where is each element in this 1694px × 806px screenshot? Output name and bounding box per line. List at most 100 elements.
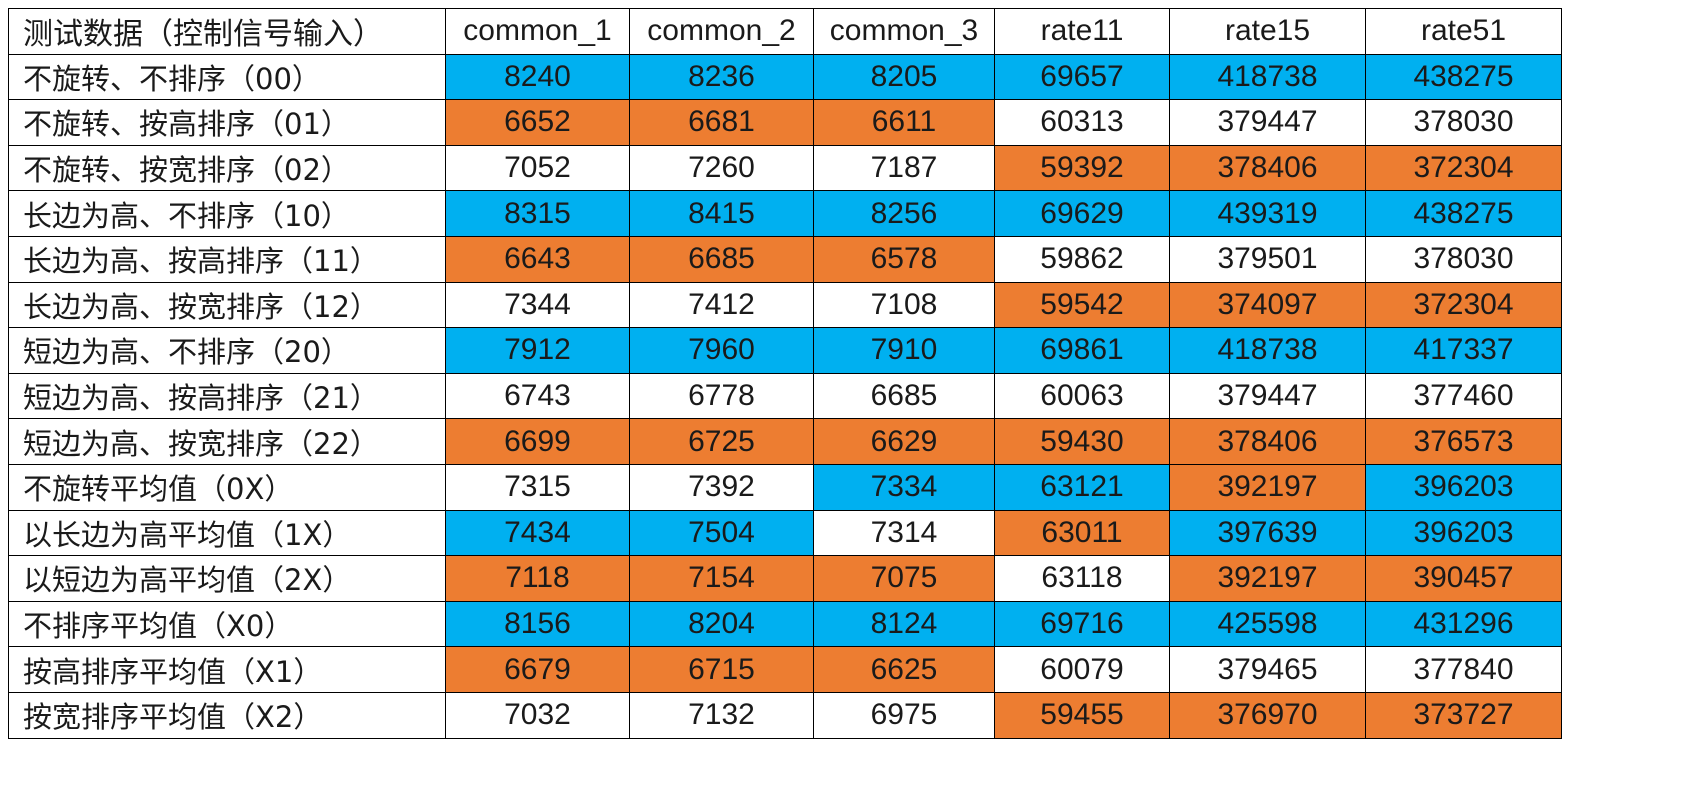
value-cell[interactable]: 60063 [994,372,1170,420]
value-cell[interactable]: 374097 [1169,281,1366,329]
value-cell[interactable]: 8256 [813,190,995,237]
row-label-cell[interactable]: 短边为高、按高排序（21） [8,372,446,420]
value-cell[interactable]: 8205 [813,53,995,101]
value-cell[interactable]: 8124 [813,600,995,648]
value-cell[interactable]: 378406 [1169,418,1366,465]
column-header-cell[interactable]: common_3 [813,8,995,55]
value-cell[interactable]: 377460 [1365,372,1562,420]
value-cell[interactable]: 7315 [445,463,630,511]
value-cell[interactable]: 7154 [629,555,814,602]
value-cell[interactable]: 7075 [813,555,995,602]
value-cell[interactable]: 6725 [629,418,814,465]
value-cell[interactable]: 392197 [1169,463,1366,511]
value-cell[interactable]: 6611 [813,99,995,146]
value-cell[interactable]: 392197 [1169,555,1366,602]
row-label-cell[interactable]: 长边为高、不排序（10） [8,190,446,237]
column-header-cell[interactable]: common_2 [629,8,814,55]
value-cell[interactable]: 431296 [1365,600,1562,648]
row-label-cell[interactable]: 长边为高、按高排序（11） [8,235,446,283]
value-cell[interactable]: 372304 [1365,144,1562,192]
value-cell[interactable]: 6679 [445,646,630,693]
value-cell[interactable]: 63118 [994,555,1170,602]
value-cell[interactable]: 7032 [445,691,630,739]
corner-header-cell[interactable]: 测试数据（控制信号输入） [8,8,446,55]
column-header-cell[interactable]: common_1 [445,8,630,55]
value-cell[interactable]: 379501 [1169,235,1366,283]
value-cell[interactable]: 439319 [1169,190,1366,237]
value-cell[interactable]: 438275 [1365,190,1562,237]
value-cell[interactable]: 397639 [1169,509,1366,557]
value-cell[interactable]: 7910 [813,327,995,374]
value-cell[interactable]: 8236 [629,53,814,101]
value-cell[interactable]: 69716 [994,600,1170,648]
value-cell[interactable]: 59430 [994,418,1170,465]
value-cell[interactable]: 378030 [1365,235,1562,283]
value-cell[interactable]: 7912 [445,327,630,374]
row-label-cell[interactable]: 以长边为高平均值（1X） [8,509,446,557]
value-cell[interactable]: 390457 [1365,555,1562,602]
value-cell[interactable]: 69629 [994,190,1170,237]
value-cell[interactable]: 8156 [445,600,630,648]
value-cell[interactable]: 7132 [629,691,814,739]
value-cell[interactable]: 7108 [813,281,995,329]
row-label-cell[interactable]: 不旋转平均值（0X） [8,463,446,511]
row-label-cell[interactable]: 短边为高、不排序（20） [8,327,446,374]
value-cell[interactable]: 377840 [1365,646,1562,693]
value-cell[interactable]: 379447 [1169,99,1366,146]
value-cell[interactable]: 6578 [813,235,995,283]
value-cell[interactable]: 418738 [1169,53,1366,101]
value-cell[interactable]: 59455 [994,691,1170,739]
value-cell[interactable]: 7412 [629,281,814,329]
value-cell[interactable]: 6625 [813,646,995,693]
value-cell[interactable]: 372304 [1365,281,1562,329]
value-cell[interactable]: 6629 [813,418,995,465]
row-label-cell[interactable]: 按高排序平均值（X1） [8,646,446,693]
value-cell[interactable]: 6681 [629,99,814,146]
row-label-cell[interactable]: 不旋转、不排序（00） [8,53,446,101]
value-cell[interactable]: 378406 [1169,144,1366,192]
row-label-cell[interactable]: 不排序平均值（X0） [8,600,446,648]
value-cell[interactable]: 7434 [445,509,630,557]
value-cell[interactable]: 378030 [1365,99,1562,146]
value-cell[interactable]: 8240 [445,53,630,101]
column-header-cell[interactable]: rate51 [1365,8,1562,55]
row-label-cell[interactable]: 按宽排序平均值（X2） [8,691,446,739]
value-cell[interactable]: 417337 [1365,327,1562,374]
value-cell[interactable]: 6743 [445,372,630,420]
column-header-cell[interactable]: rate15 [1169,8,1366,55]
value-cell[interactable]: 7334 [813,463,995,511]
value-cell[interactable]: 379465 [1169,646,1366,693]
column-header-cell[interactable]: rate11 [994,8,1170,55]
value-cell[interactable]: 396203 [1365,463,1562,511]
value-cell[interactable]: 6699 [445,418,630,465]
value-cell[interactable]: 438275 [1365,53,1562,101]
value-cell[interactable]: 60313 [994,99,1170,146]
value-cell[interactable]: 6975 [813,691,995,739]
value-cell[interactable]: 7314 [813,509,995,557]
value-cell[interactable]: 418738 [1169,327,1366,374]
value-cell[interactable]: 7960 [629,327,814,374]
value-cell[interactable]: 6652 [445,99,630,146]
value-cell[interactable]: 6685 [813,372,995,420]
row-label-cell[interactable]: 不旋转、按高排序（01） [8,99,446,146]
value-cell[interactable]: 373727 [1365,691,1562,739]
value-cell[interactable]: 7118 [445,555,630,602]
value-cell[interactable]: 7504 [629,509,814,557]
value-cell[interactable]: 60079 [994,646,1170,693]
value-cell[interactable]: 379447 [1169,372,1366,420]
value-cell[interactable]: 6715 [629,646,814,693]
row-label-cell[interactable]: 短边为高、按宽排序（22） [8,418,446,465]
value-cell[interactable]: 8204 [629,600,814,648]
value-cell[interactable]: 7392 [629,463,814,511]
row-label-cell[interactable]: 长边为高、按宽排序（12） [8,281,446,329]
value-cell[interactable]: 425598 [1169,600,1366,648]
row-label-cell[interactable]: 以短边为高平均值（2X） [8,555,446,602]
value-cell[interactable]: 6778 [629,372,814,420]
value-cell[interactable]: 376573 [1365,418,1562,465]
value-cell[interactable]: 59542 [994,281,1170,329]
value-cell[interactable]: 8315 [445,190,630,237]
value-cell[interactable]: 63121 [994,463,1170,511]
value-cell[interactable]: 396203 [1365,509,1562,557]
value-cell[interactable]: 6685 [629,235,814,283]
value-cell[interactable]: 63011 [994,509,1170,557]
